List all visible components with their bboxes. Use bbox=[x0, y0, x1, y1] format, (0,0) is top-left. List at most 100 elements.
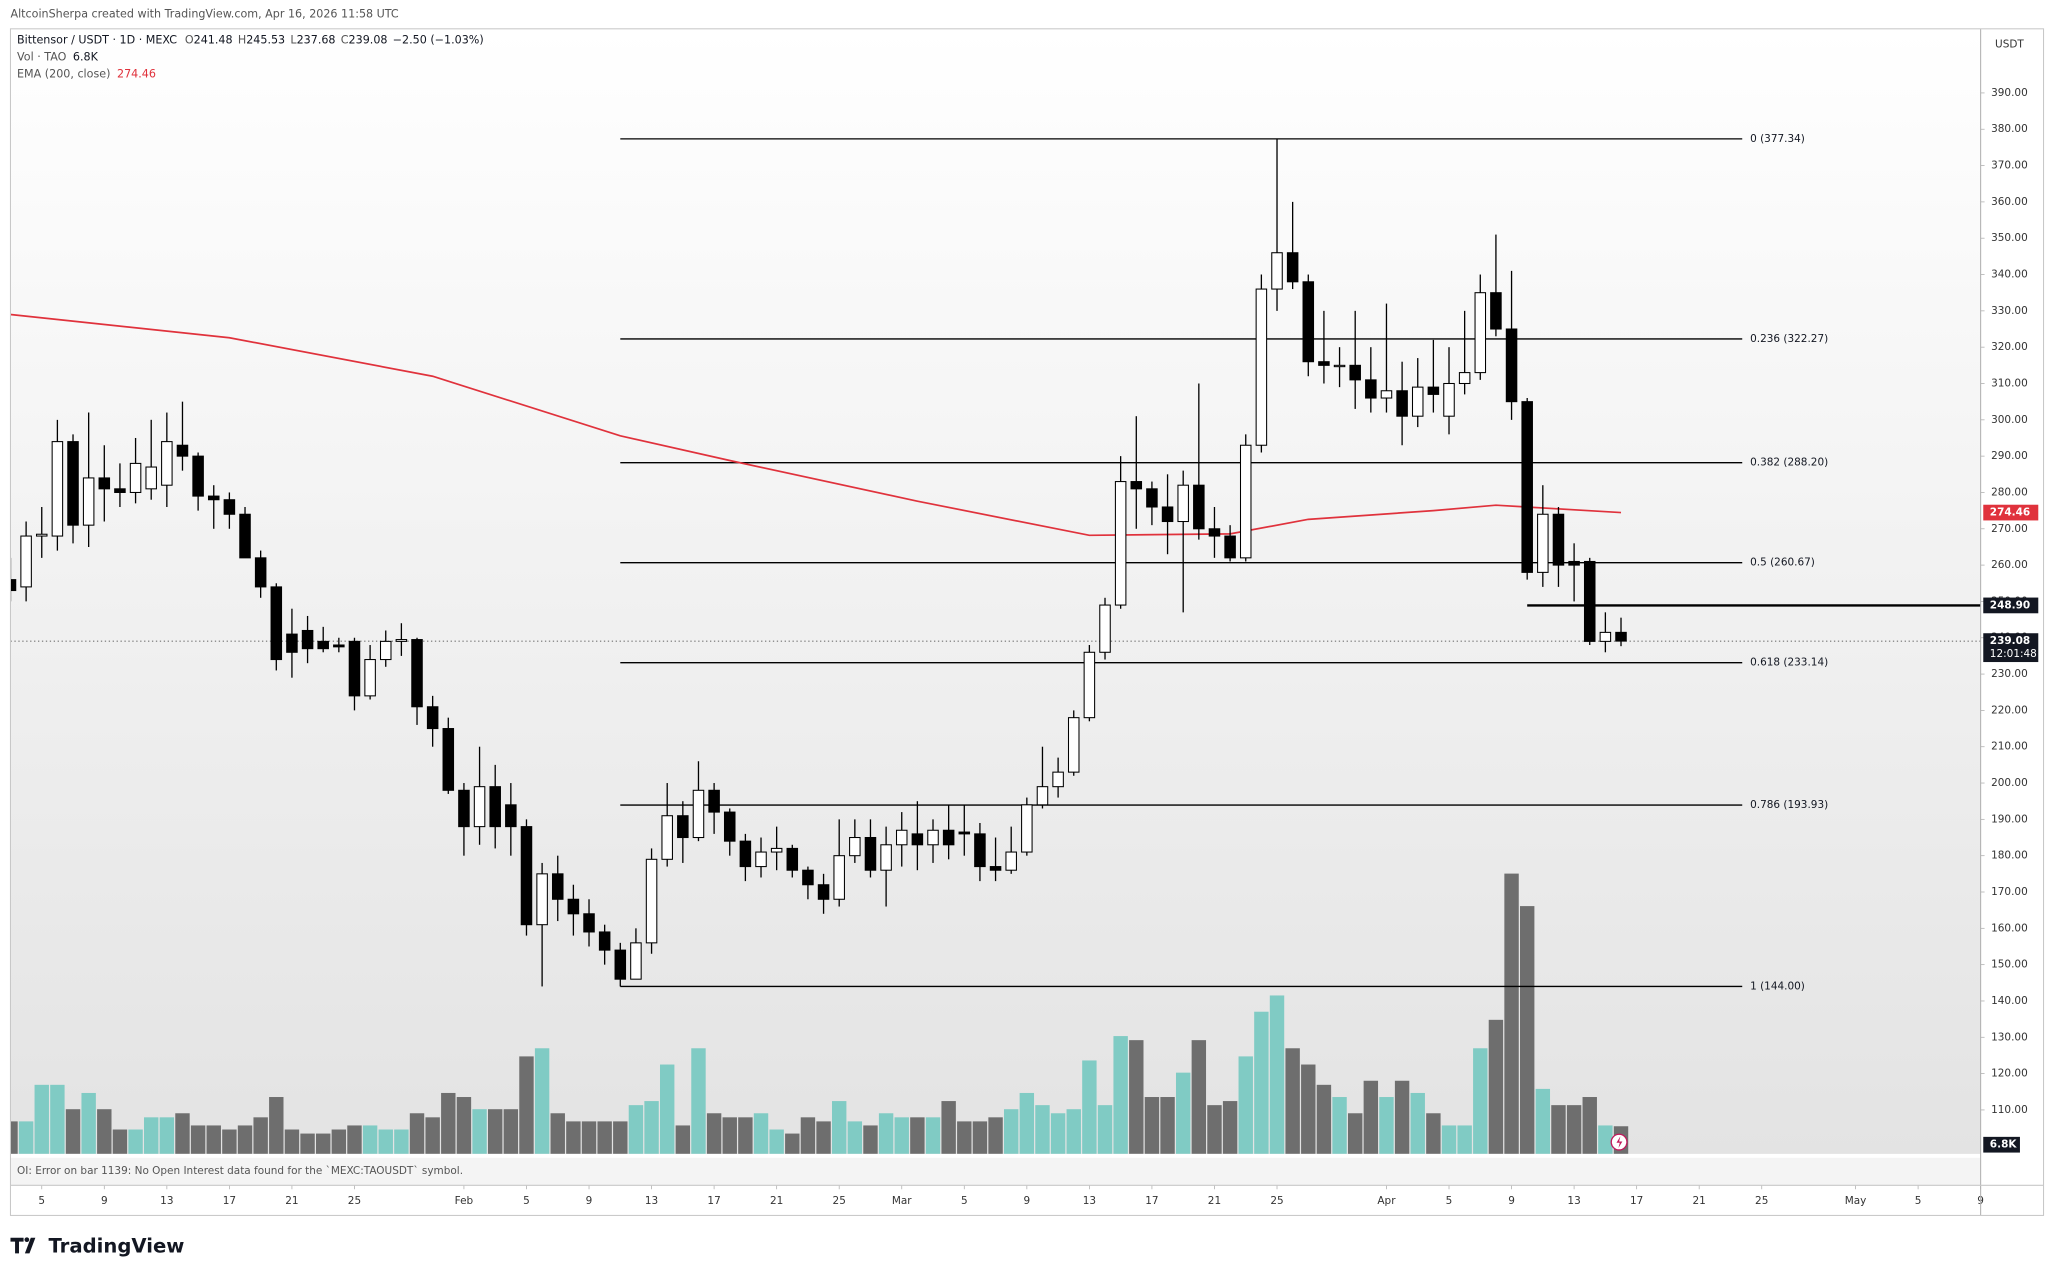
candle-body bbox=[677, 815, 689, 839]
candle-body bbox=[411, 639, 423, 708]
fib-label: 0.5 (260.67) bbox=[1750, 557, 1815, 569]
volume-bar bbox=[1582, 1097, 1597, 1154]
volume-bar bbox=[988, 1117, 1003, 1154]
volume-bar bbox=[1426, 1113, 1441, 1154]
candle-body bbox=[833, 855, 845, 900]
candle-body bbox=[802, 869, 814, 886]
volume-bar bbox=[1598, 1125, 1613, 1154]
x-tick-label: 21 bbox=[1693, 1195, 1706, 1207]
x-tick-label: 5 bbox=[1446, 1195, 1453, 1207]
y-tick-label: 260.00 bbox=[1991, 559, 2028, 571]
candle-body bbox=[661, 815, 673, 860]
candle-body bbox=[645, 858, 658, 944]
alert-icon bbox=[1610, 1133, 1628, 1151]
candle-body bbox=[583, 913, 595, 933]
x-tick-label: 21 bbox=[1208, 1195, 1221, 1207]
volume-bar bbox=[128, 1129, 143, 1154]
candle-body bbox=[1349, 364, 1361, 381]
candle-body bbox=[364, 659, 376, 697]
volume-bar bbox=[628, 1105, 644, 1154]
candle-body bbox=[1161, 506, 1174, 523]
volume-bar bbox=[1082, 1060, 1097, 1154]
volume-bar bbox=[347, 1125, 362, 1154]
candle-body bbox=[1271, 252, 1283, 290]
candle-body bbox=[755, 851, 767, 868]
y-tick-label: 330.00 bbox=[1991, 305, 2028, 317]
volume-bar bbox=[1269, 995, 1285, 1154]
candle-body bbox=[1490, 292, 1502, 330]
candle-body bbox=[51, 441, 64, 537]
candle-body bbox=[207, 495, 220, 501]
fib-label: 0 (377.34) bbox=[1750, 133, 1805, 145]
candle-body bbox=[1208, 528, 1221, 537]
plot-background bbox=[10, 28, 1981, 1154]
volume-bar bbox=[597, 1121, 612, 1154]
y-tick-label: 370.00 bbox=[1991, 160, 2028, 172]
x-tick-label: 13 bbox=[645, 1195, 658, 1207]
legend-value: 245.53 bbox=[246, 34, 285, 47]
volume-bar bbox=[1285, 1048, 1300, 1154]
volume-bar bbox=[550, 1113, 565, 1154]
candle-body bbox=[1130, 481, 1143, 490]
volume-bar bbox=[441, 1092, 456, 1154]
candle-body bbox=[927, 829, 939, 846]
overlay: 110.00120.00130.00140.00150.00160.00170.… bbox=[38, 87, 2039, 1207]
volume-bar bbox=[566, 1121, 581, 1154]
ema-line bbox=[10, 313, 1622, 537]
volume-bar bbox=[1207, 1105, 1222, 1154]
notice: OI: Error on bar 1139: No Open Interest … bbox=[17, 1165, 463, 1177]
y-tick-label: 310.00 bbox=[1991, 377, 2028, 389]
candle-body bbox=[1286, 252, 1299, 283]
x-tick-label: 5 bbox=[961, 1195, 968, 1207]
candle-body bbox=[1255, 288, 1268, 446]
hline-tag-box bbox=[1983, 597, 2039, 614]
volume-bar bbox=[910, 1117, 925, 1154]
volume-bar bbox=[159, 1117, 175, 1154]
ema-tag: 274.46 bbox=[1990, 507, 2030, 519]
volume-bar bbox=[1332, 1097, 1347, 1154]
volume-bar bbox=[50, 1084, 65, 1154]
volume-bar bbox=[1097, 1105, 1113, 1154]
candle-body bbox=[176, 444, 189, 457]
candle-body bbox=[1177, 484, 1189, 523]
candle-body bbox=[1443, 382, 1455, 417]
y-tick-label: 110.00 bbox=[1991, 1104, 2028, 1116]
x-tick-label: Apr bbox=[1377, 1195, 1396, 1207]
candle-body bbox=[145, 466, 157, 490]
legend-value: 241.48 bbox=[194, 34, 233, 47]
candle-body bbox=[1599, 631, 1612, 642]
candle-body bbox=[1099, 604, 1111, 653]
x-tick-label: 17 bbox=[1145, 1195, 1158, 1207]
volume-bar bbox=[847, 1121, 863, 1154]
candle-body bbox=[1537, 513, 1549, 573]
volume-value: 6.8K bbox=[73, 51, 99, 64]
volume-name: Vol · TAO bbox=[17, 51, 67, 64]
candle-body bbox=[1396, 390, 1408, 417]
candle-body bbox=[10, 579, 17, 592]
volume-bar bbox=[1316, 1084, 1332, 1154]
candle-body bbox=[1505, 328, 1518, 403]
volume-bar bbox=[253, 1117, 268, 1154]
symbol: Bittensor / USDT · 1D · MEXC bbox=[17, 34, 177, 47]
volume-bar bbox=[362, 1125, 378, 1154]
candle-body bbox=[723, 811, 736, 842]
volume-bar bbox=[831, 1101, 847, 1154]
volume-bar bbox=[863, 1125, 878, 1154]
candle-body bbox=[1427, 386, 1440, 395]
legend-value: 237.68 bbox=[297, 34, 336, 47]
candle-body bbox=[1146, 488, 1158, 508]
y-tick-label: 120.00 bbox=[1991, 1068, 2028, 1080]
candle-body bbox=[739, 840, 752, 868]
volume-bar bbox=[206, 1125, 221, 1154]
y-tick-label: 210.00 bbox=[1991, 741, 2028, 753]
y-tick-label: 320.00 bbox=[1991, 341, 2028, 353]
volume-bar bbox=[1003, 1109, 1019, 1154]
price-tag-countdown: 12:01:48 bbox=[1990, 648, 2037, 660]
candle-body bbox=[614, 949, 627, 980]
y-tick-label: 160.00 bbox=[1991, 922, 2028, 934]
candle-body bbox=[270, 586, 283, 661]
candle-body bbox=[1380, 390, 1393, 399]
candle-body bbox=[67, 441, 79, 526]
volume-bar bbox=[112, 1129, 128, 1154]
